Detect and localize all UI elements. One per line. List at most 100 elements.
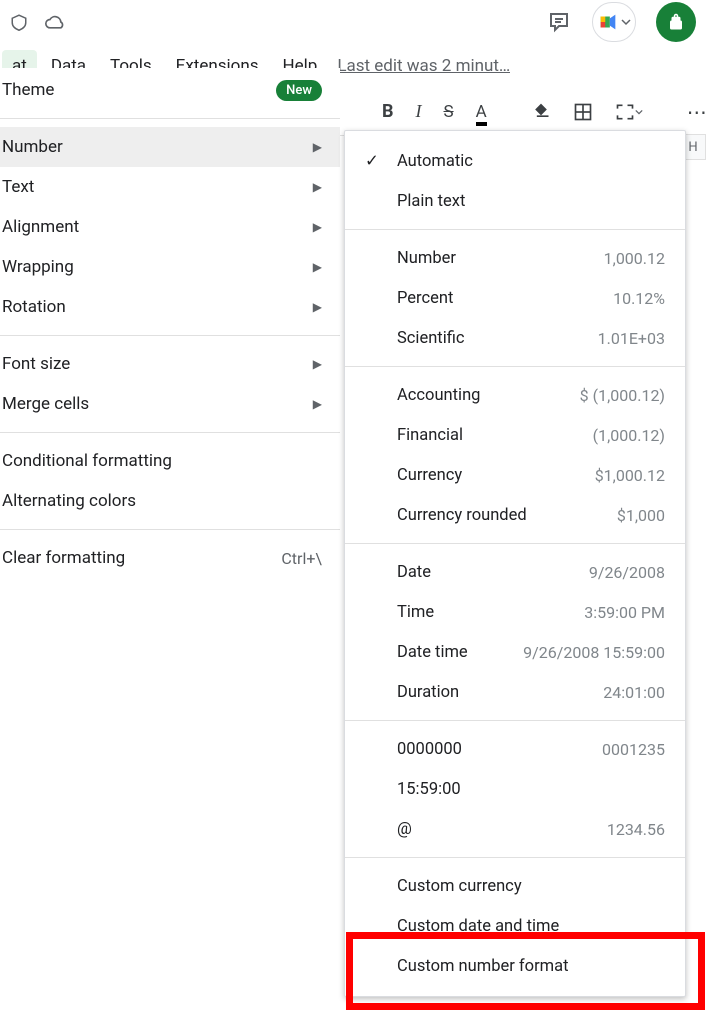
menu-label: Custom currency bbox=[365, 877, 665, 896]
format-rotation[interactable]: Rotation ▶ bbox=[0, 287, 340, 327]
submenu-arrow-icon: ▶ bbox=[313, 357, 322, 371]
format-theme[interactable]: Theme New bbox=[0, 70, 340, 110]
format-example: 0001235 bbox=[602, 740, 665, 759]
number-currency-rounded[interactable]: Currency rounded $1,000 bbox=[345, 495, 685, 535]
format-text[interactable]: Text ▶ bbox=[0, 167, 340, 207]
format-example: 3:59:00 PM bbox=[584, 603, 665, 622]
menu-label: Custom date and time bbox=[365, 917, 665, 936]
format-wrapping[interactable]: Wrapping ▶ bbox=[0, 247, 340, 287]
comment-icon[interactable] bbox=[546, 9, 572, 35]
number-custom-currency[interactable]: Custom currency bbox=[345, 866, 685, 906]
menu-label: Automatic bbox=[397, 152, 665, 171]
format-alignment[interactable]: Alignment ▶ bbox=[0, 207, 340, 247]
strikethrough-button[interactable]: S bbox=[444, 101, 454, 123]
menu-label: Percent bbox=[365, 289, 613, 308]
number-date-time[interactable]: Date time 9/26/2008 15:59:00 bbox=[345, 632, 685, 672]
new-badge: New bbox=[276, 80, 322, 101]
submenu-arrow-icon: ▶ bbox=[313, 260, 322, 274]
more-button[interactable]: ⋯ bbox=[687, 101, 706, 123]
menu-separator bbox=[345, 543, 685, 544]
format-menu: Theme New Number ▶ Text ▶ Alignment ▶ Wr… bbox=[0, 68, 340, 578]
format-example: $1,000.12 bbox=[595, 466, 665, 485]
menu-label: Financial bbox=[365, 426, 593, 445]
menu-label: Merge cells bbox=[2, 394, 313, 414]
format-example: 24:01:00 bbox=[603, 683, 665, 702]
number-financial[interactable]: Financial (1,000.12) bbox=[345, 415, 685, 455]
menu-label: Font size bbox=[2, 354, 313, 374]
format-example: $1,000 bbox=[617, 506, 665, 525]
menu-label: Date time bbox=[365, 643, 523, 662]
menu-label: @ bbox=[365, 820, 607, 839]
format-font-size[interactable]: Font size ▶ bbox=[0, 344, 340, 384]
share-button[interactable] bbox=[656, 2, 696, 42]
italic-button[interactable]: I bbox=[416, 101, 422, 123]
number-date[interactable]: Date 9/26/2008 bbox=[345, 552, 685, 592]
star-icon[interactable] bbox=[6, 9, 32, 35]
text-color-label: A bbox=[476, 102, 487, 122]
chevron-down-icon bbox=[621, 17, 631, 27]
menu-label: Time bbox=[365, 603, 584, 622]
format-number[interactable]: Number ▶ bbox=[0, 127, 340, 167]
format-example: $ (1,000.12) bbox=[580, 386, 665, 405]
menu-label: Accounting bbox=[365, 386, 580, 405]
number-plain-text[interactable]: Plain text bbox=[345, 181, 685, 221]
submenu-arrow-icon: ▶ bbox=[313, 300, 322, 314]
format-example: (1,000.12) bbox=[593, 426, 665, 445]
menu-label: Plain text bbox=[365, 192, 665, 211]
menu-separator bbox=[345, 229, 685, 230]
chevron-down-icon bbox=[635, 108, 643, 116]
title-bar bbox=[0, 0, 706, 44]
borders-button[interactable] bbox=[573, 101, 593, 123]
merge-button[interactable] bbox=[615, 101, 643, 123]
submenu-arrow-icon: ▶ bbox=[313, 180, 322, 194]
format-example: 1,000.12 bbox=[604, 249, 665, 268]
format-merge-cells[interactable]: Merge cells ▶ bbox=[0, 384, 340, 424]
number-automatic[interactable]: ✓ Automatic bbox=[345, 141, 685, 181]
text-color-button[interactable]: A bbox=[476, 101, 487, 123]
menu-label: Alignment bbox=[2, 217, 313, 237]
keyboard-shortcut: Ctrl+\ bbox=[281, 549, 322, 568]
menu-label: Theme bbox=[2, 80, 276, 100]
number-percent[interactable]: Percent 10.12% bbox=[345, 278, 685, 318]
menu-label: Alternating colors bbox=[2, 491, 322, 511]
number-custom-date[interactable]: Custom date and time bbox=[345, 906, 685, 946]
submenu-arrow-icon: ▶ bbox=[313, 397, 322, 411]
format-clear[interactable]: Clear formatting Ctrl+\ bbox=[0, 538, 340, 578]
menu-label: Wrapping bbox=[2, 257, 313, 277]
menu-label: Number bbox=[2, 137, 313, 157]
number-submenu: ✓ Automatic Plain text Number 1,000.12 P… bbox=[344, 130, 686, 997]
cloud-icon[interactable] bbox=[42, 9, 68, 35]
number-time[interactable]: Time 3:59:00 PM bbox=[345, 592, 685, 632]
format-example: 9/26/2008 bbox=[589, 563, 665, 582]
submenu-arrow-icon: ▶ bbox=[313, 140, 322, 154]
number-currency[interactable]: Currency $1,000.12 bbox=[345, 455, 685, 495]
format-alternating[interactable]: Alternating colors bbox=[0, 481, 340, 521]
menu-label: Custom number format bbox=[365, 957, 665, 976]
format-conditional[interactable]: Conditional formatting bbox=[0, 441, 340, 481]
number-number[interactable]: Number 1,000.12 bbox=[345, 238, 685, 278]
menu-separator bbox=[345, 857, 685, 858]
menu-separator bbox=[0, 529, 340, 530]
number-time2[interactable]: 15:59:00 bbox=[345, 769, 685, 809]
number-zeros[interactable]: 0000000 0001235 bbox=[345, 729, 685, 769]
menu-separator bbox=[345, 720, 685, 721]
menu-label: 15:59:00 bbox=[365, 780, 665, 799]
number-accounting[interactable]: Accounting $ (1,000.12) bbox=[345, 375, 685, 415]
format-example: 1.01E+03 bbox=[598, 329, 665, 348]
format-example: 10.12% bbox=[613, 289, 665, 308]
menu-separator bbox=[345, 366, 685, 367]
menu-label: Text bbox=[2, 177, 313, 197]
number-scientific[interactable]: Scientific 1.01E+03 bbox=[345, 318, 685, 358]
menu-label: Rotation bbox=[2, 297, 313, 317]
menu-label: Conditional formatting bbox=[2, 451, 322, 471]
bold-button[interactable]: B bbox=[382, 101, 394, 123]
number-custom-number-format[interactable]: Custom number format bbox=[345, 946, 685, 986]
check-icon: ✓ bbox=[365, 151, 397, 171]
number-at[interactable]: @ 1234.56 bbox=[345, 809, 685, 849]
meet-button[interactable] bbox=[592, 2, 636, 42]
fill-color-button[interactable] bbox=[531, 101, 551, 123]
last-edit-link[interactable]: Last edit was 2 minut… bbox=[337, 56, 510, 76]
menu-separator bbox=[0, 432, 340, 433]
number-duration[interactable]: Duration 24:01:00 bbox=[345, 672, 685, 712]
text-color-underline bbox=[476, 122, 487, 126]
